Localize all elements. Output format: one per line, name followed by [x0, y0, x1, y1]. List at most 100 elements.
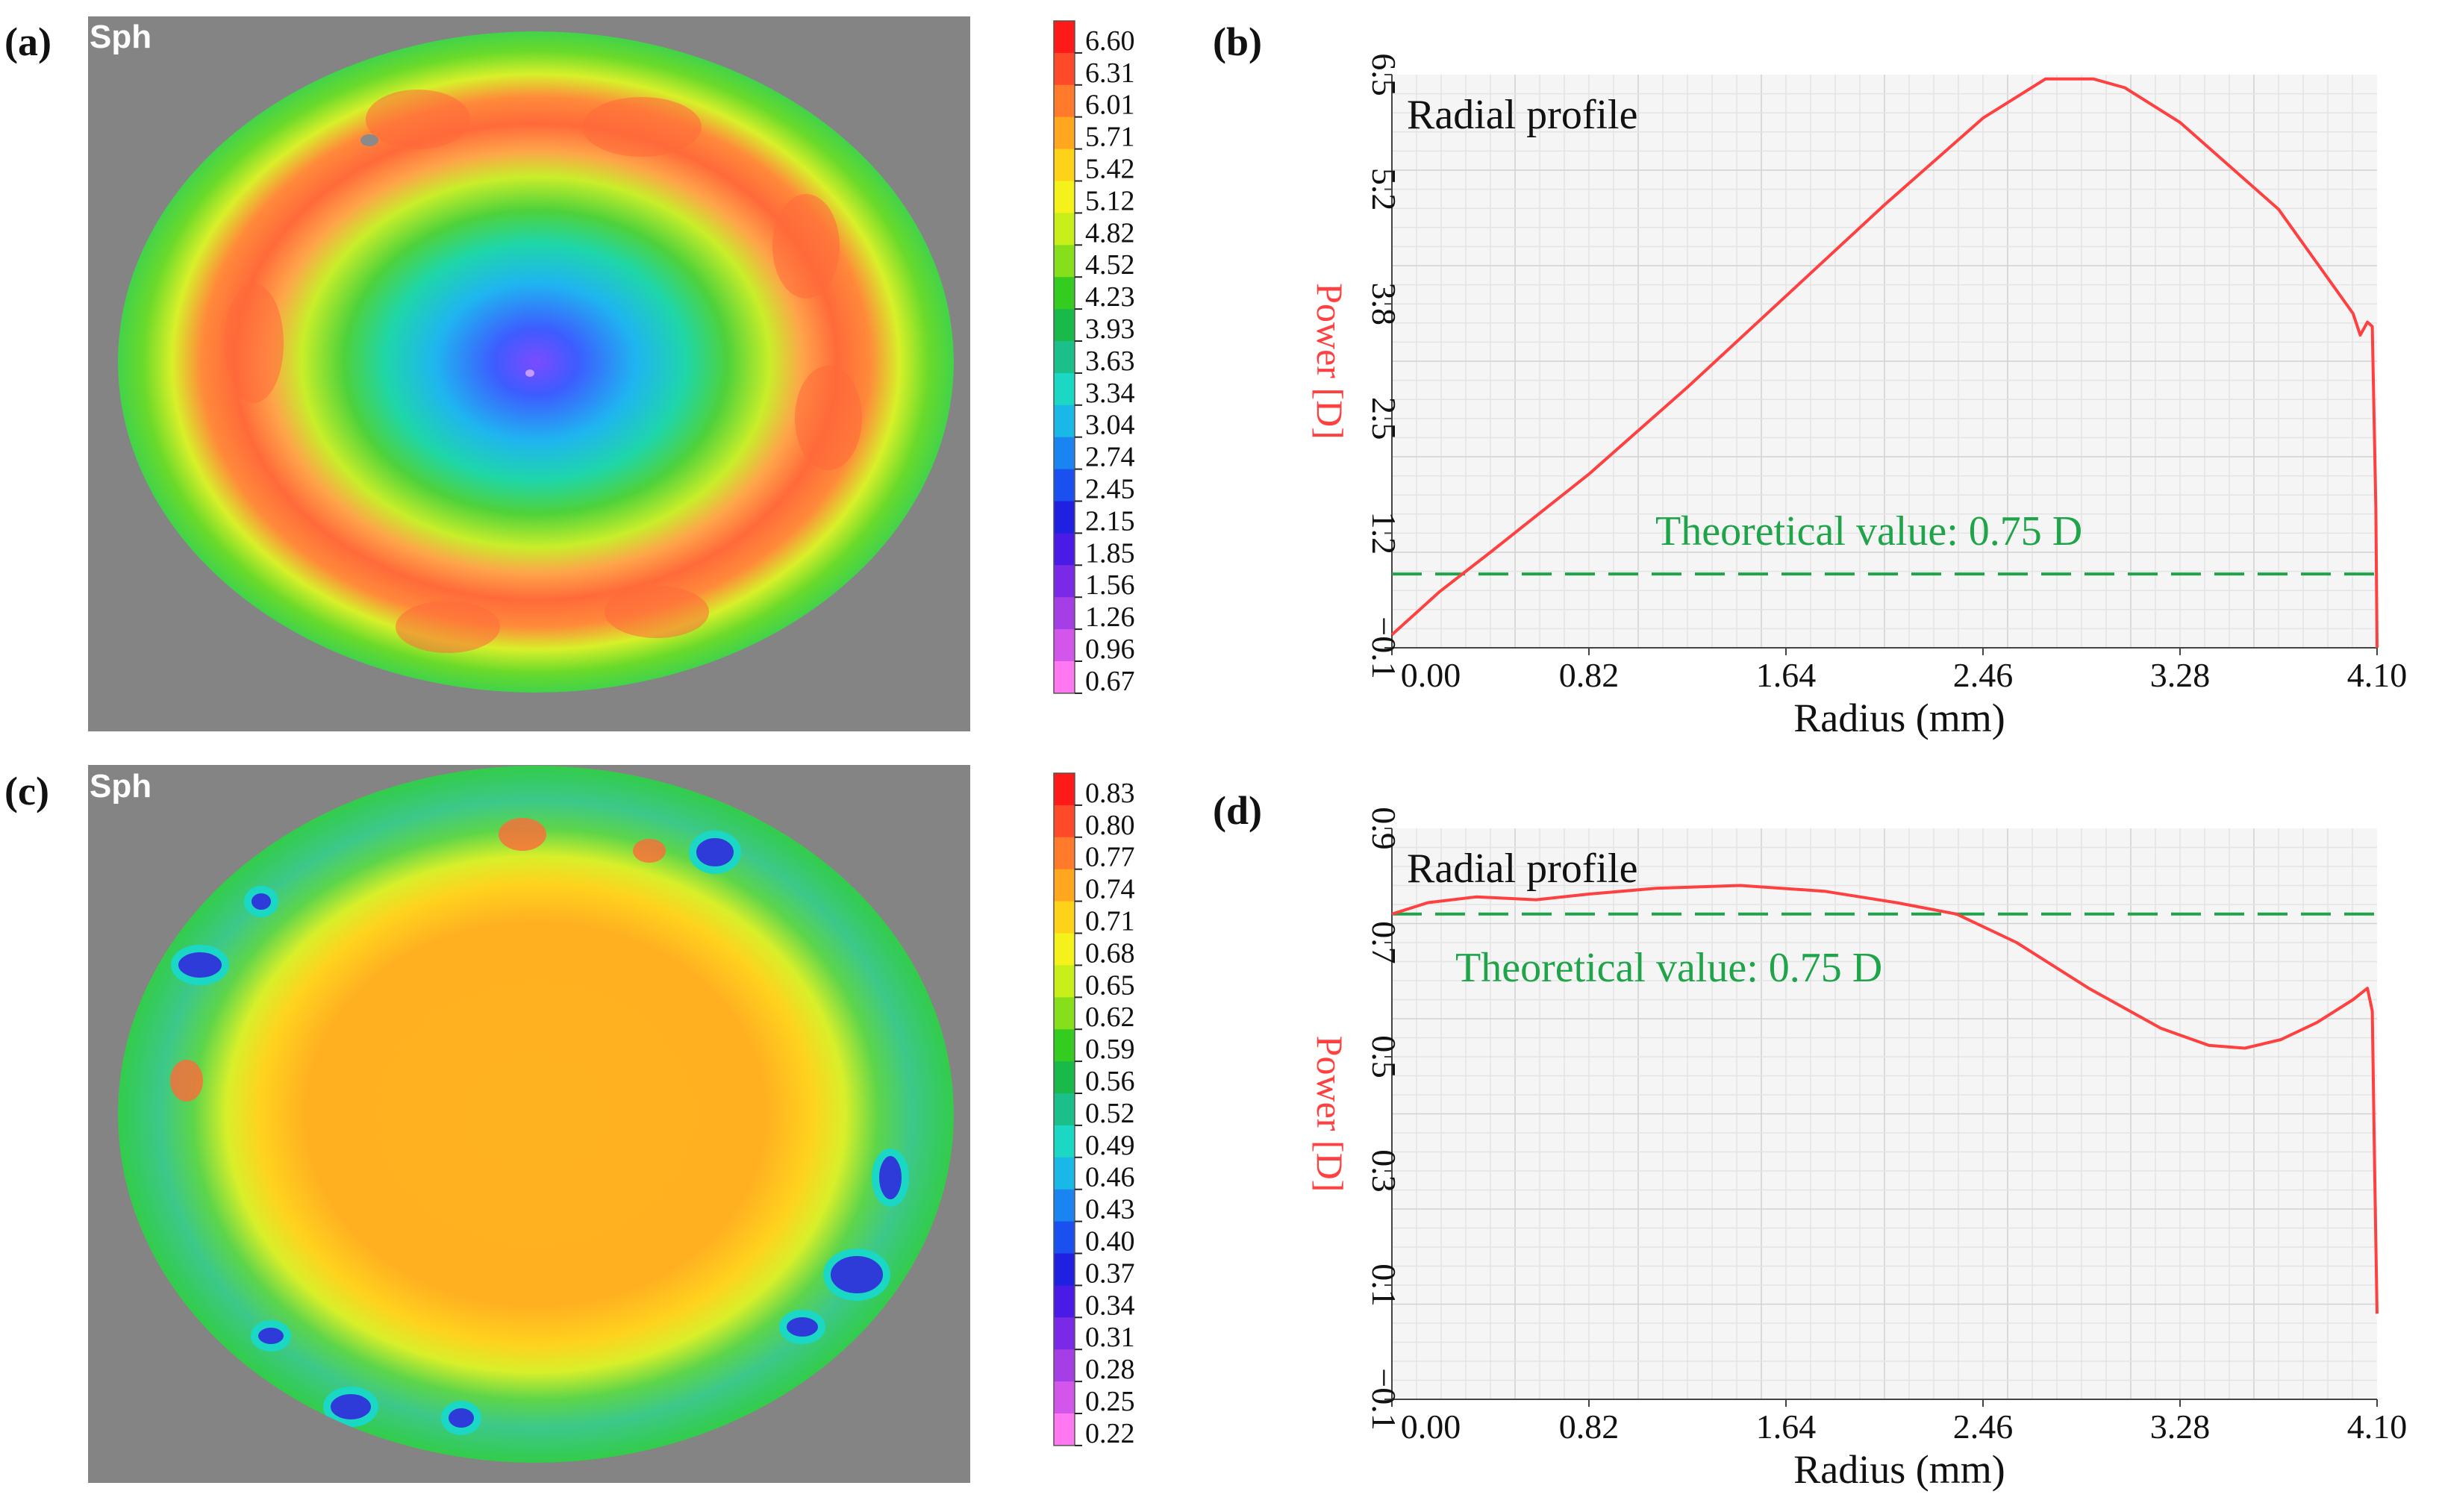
y-tick-label: −0.1 — [1365, 616, 1403, 678]
colorbar-swatch — [1054, 309, 1075, 342]
x-tick-label: 2.46 — [1953, 1408, 2014, 1446]
colorbar-swatch — [1054, 1381, 1075, 1414]
x-tick-label: 1.64 — [1756, 1408, 1817, 1446]
theoretical-annotation: Theoretical value: 0.75 D — [1655, 508, 2082, 554]
x-tick-label: 0.82 — [1559, 656, 1620, 694]
colorbar-label: 0.83 — [1085, 778, 1135, 809]
colorbar-swatch — [1054, 213, 1075, 246]
colorbar-label: 0.68 — [1085, 937, 1135, 969]
x-tick-label: 0.00 — [1401, 1408, 1461, 1446]
colorbar-label: 6.31 — [1085, 57, 1135, 89]
colorbar-label: 5.71 — [1085, 122, 1135, 153]
colorbar-swatch — [1054, 1189, 1075, 1222]
colorbar-swatch — [1054, 404, 1075, 438]
colorbar-label: 0.49 — [1085, 1130, 1135, 1161]
y-tick-label: 5.2 — [1365, 168, 1403, 211]
colorbar-swatch — [1054, 1413, 1075, 1446]
colorbar-swatch — [1054, 901, 1075, 934]
colorbar-swatch — [1054, 597, 1075, 630]
series-line — [1391, 884, 2379, 1314]
colorbar-swatch — [1054, 469, 1075, 502]
x-tick-label: 0.00 — [1401, 656, 1461, 694]
y-axis-label: Power [D] — [1309, 1036, 1351, 1193]
map-a-title: Sph — [90, 19, 152, 55]
colorbar-label: 3.63 — [1085, 346, 1135, 377]
colorbar-swatch — [1054, 629, 1075, 662]
colorbar-label: 0.28 — [1085, 1354, 1135, 1385]
colorbar-label: 2.45 — [1085, 474, 1135, 505]
chart-d: 0.00 0.82 1.64 2.46 3.28 4.10 −0.1 0.1 0.3 0.5 0.7… — [1309, 807, 2407, 1492]
colorbar-swatch — [1054, 869, 1075, 902]
colorbar-swatch — [1054, 245, 1075, 278]
colorbar-label: 0.74 — [1085, 874, 1135, 905]
colorbar-frame — [1053, 20, 1075, 694]
colorbar-swatch — [1054, 84, 1075, 118]
colorbar-label: 0.46 — [1085, 1162, 1135, 1193]
colorbar-label: 0.59 — [1085, 1034, 1135, 1065]
colorbar-label: 4.23 — [1085, 281, 1135, 313]
panel-b-label: (b) — [1213, 19, 1262, 64]
colorbar-swatch — [1054, 1221, 1075, 1254]
colorbar-label: 0.65 — [1085, 969, 1135, 1001]
colorbar-label: 0.52 — [1085, 1098, 1135, 1129]
colorbar-swatch — [1054, 372, 1075, 406]
colorbar-swatch — [1054, 277, 1075, 310]
chart-title: Radial profile — [1407, 92, 1637, 138]
colorbar-label: 0.31 — [1085, 1322, 1135, 1353]
colorbar-swatch — [1054, 52, 1075, 86]
colorbar-label: 0.80 — [1085, 810, 1135, 841]
colorbar-swatch — [1054, 565, 1075, 598]
panel-d-label: (d) — [1213, 788, 1262, 833]
colorbar-label: 0.71 — [1085, 906, 1135, 937]
colorbar-swatch — [1054, 1157, 1075, 1190]
y-tick-label: 0.9 — [1365, 807, 1403, 850]
colorbar-label: 1.56 — [1085, 569, 1135, 601]
y-tick-label: 0.3 — [1365, 1149, 1403, 1193]
colorbar-label: 2.74 — [1085, 442, 1135, 473]
y-tick-label: 3.8 — [1365, 282, 1403, 325]
colorbar-label: 0.43 — [1085, 1194, 1135, 1225]
colorbar-swatch — [1054, 437, 1075, 470]
y-tick-label: 2.5 — [1365, 397, 1403, 440]
colorbar-label: 0.22 — [1085, 1418, 1135, 1449]
colorbar-label: 0.40 — [1085, 1226, 1135, 1258]
x-tick-label: 3.28 — [2150, 656, 2211, 694]
colorbar-swatch — [1054, 965, 1075, 998]
x-tick-label: 1.64 — [1756, 656, 1817, 694]
colorbar-swatch — [1054, 1125, 1075, 1158]
y-tick-label: 0.7 — [1365, 921, 1403, 964]
colorbar-label: 1.85 — [1085, 537, 1135, 569]
colorbar-swatch — [1054, 1317, 1075, 1350]
colorbar-swatch — [1054, 533, 1075, 566]
colorbar-swatch — [1054, 661, 1075, 694]
y-tick-label: 0.5 — [1365, 1035, 1403, 1078]
colorbar-a: 6.606.316.015.715.425.124.824.524.233.93… — [1053, 20, 1135, 697]
colorbar-label: 1.26 — [1085, 602, 1135, 633]
colorbar-label: 3.93 — [1085, 313, 1135, 345]
colorbar-label: 5.12 — [1085, 185, 1135, 216]
colorbar-swatch — [1054, 181, 1075, 213]
colorbar-swatch — [1054, 341, 1075, 374]
colorbar-swatch — [1054, 501, 1075, 534]
chart-b: 0.00 0.82 1.64 2.46 3.28 4.10 −0.1 1.2 2.5 3.8 5.2… — [1309, 53, 2407, 740]
theoretical-annotation: Theoretical value: 0.75 D — [1455, 945, 1882, 991]
colorbar-swatch — [1054, 805, 1075, 838]
colorbar-label: 0.77 — [1085, 842, 1135, 873]
colorbar-label: 0.34 — [1085, 1290, 1135, 1321]
colorbar-swatch — [1054, 149, 1075, 181]
colorbar-swatch — [1054, 1061, 1075, 1094]
colorbar-label: 0.96 — [1085, 634, 1135, 665]
colorbar-label: 6.60 — [1085, 25, 1135, 57]
colorbar-label: 0.56 — [1085, 1066, 1135, 1097]
colorbar-label: 6.01 — [1085, 90, 1135, 121]
colorbar-swatch — [1054, 933, 1075, 966]
panel-c-label: (c) — [4, 769, 49, 813]
colorbar-label: 5.42 — [1085, 154, 1135, 185]
colorbar-frame — [1053, 772, 1075, 1446]
map-a-disc — [118, 31, 954, 693]
x-axis-label: Radius (mm) — [1793, 1447, 2005, 1492]
colorbar-c: 0.830.800.770.740.710.680.650.620.590.56… — [1053, 772, 1135, 1449]
x-tick-label: 4.10 — [2347, 656, 2408, 694]
colorbar-swatch — [1054, 997, 1075, 1030]
series-line — [1390, 77, 2379, 649]
